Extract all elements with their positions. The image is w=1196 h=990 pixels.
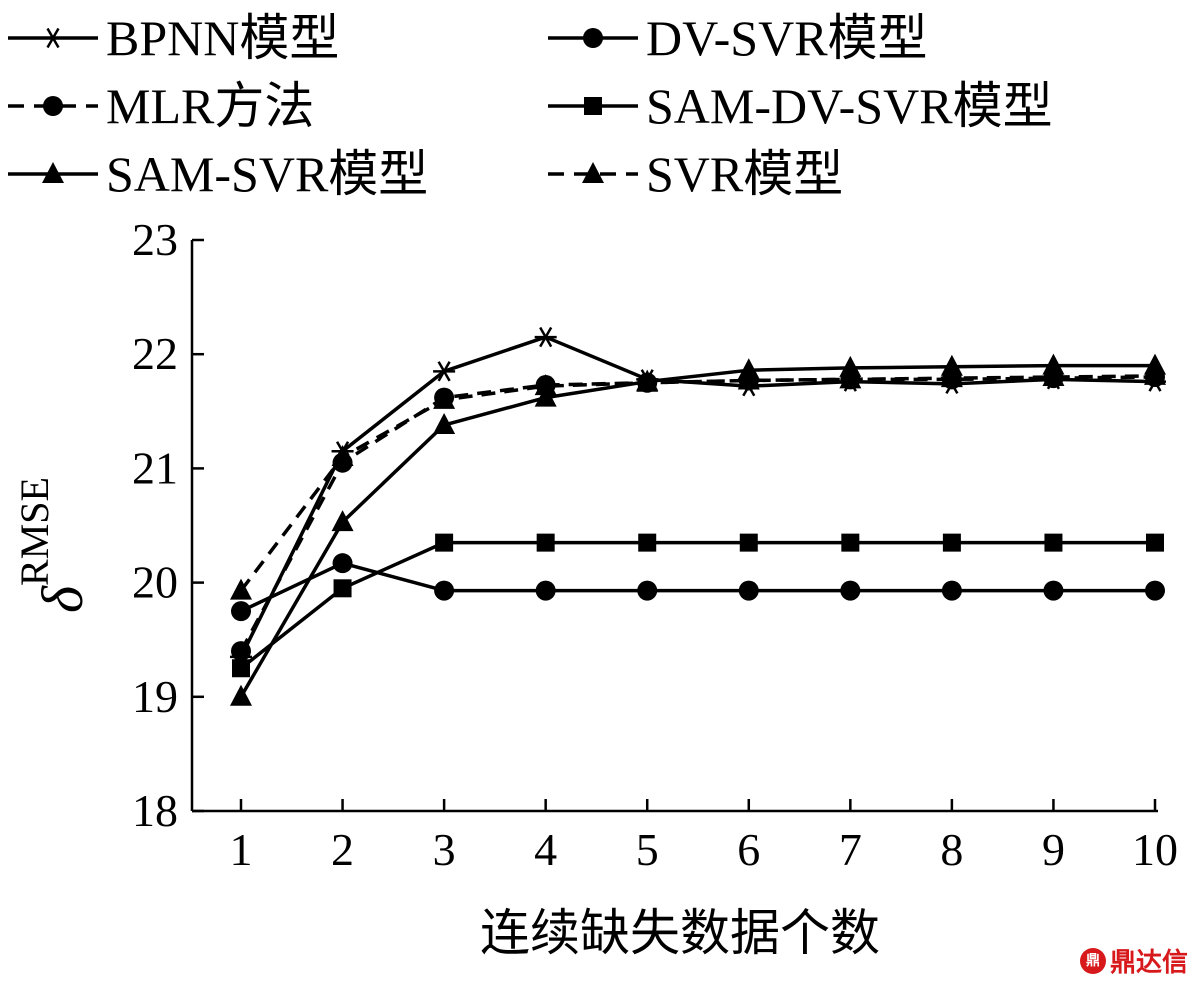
data-point <box>839 367 862 389</box>
data-point <box>940 366 963 388</box>
x-tick-label: 2 <box>331 824 354 875</box>
series-line <box>239 375 1156 652</box>
legend-label: SVR模型 <box>646 146 843 202</box>
y-tick-label: 20 <box>132 557 178 608</box>
data-point <box>534 374 557 396</box>
series-4 <box>230 353 1166 706</box>
legend-label: DV-SVR模型 <box>646 10 928 66</box>
data-point <box>738 580 759 601</box>
series-line <box>239 540 1155 670</box>
legend-item: SAM-DV-SVR模型 <box>548 78 1053 134</box>
data-point <box>433 387 456 409</box>
data-point <box>1044 533 1063 552</box>
watermark: 鼎 鼎达信 <box>1079 942 1188 979</box>
data-point <box>331 510 354 532</box>
data-point <box>534 326 557 348</box>
data-point <box>841 533 860 552</box>
y-axis-title-subscript: RMSE <box>12 477 57 586</box>
series-line <box>239 363 1155 698</box>
series-3 <box>232 533 1164 678</box>
x-tick-label: 7 <box>839 824 862 875</box>
legend-label: MLR方法 <box>106 78 314 134</box>
data-point <box>231 601 251 622</box>
data-point <box>840 580 861 601</box>
x-tick-label: 5 <box>636 824 659 875</box>
data-point <box>535 580 556 601</box>
legend-item: SAM-SVR模型 <box>8 146 428 202</box>
data-point <box>940 354 963 376</box>
legend-label: SAM-SVR模型 <box>106 146 428 202</box>
data-point <box>941 580 962 601</box>
y-tick-label: 19 <box>132 671 178 722</box>
series-2 <box>231 367 1165 662</box>
x-tick-label: 9 <box>1042 824 1065 875</box>
data-point <box>739 533 758 552</box>
x-tick-label: 6 <box>737 824 760 875</box>
data-point <box>1042 365 1065 387</box>
legend-item: MLR方法 <box>8 78 314 134</box>
series-line <box>239 335 1156 658</box>
data-point <box>636 370 659 392</box>
data-point <box>433 361 456 382</box>
data-point <box>332 553 353 574</box>
data-point <box>434 580 455 601</box>
data-point <box>839 355 862 377</box>
data-point <box>637 580 658 601</box>
data-point <box>230 578 252 600</box>
y-tick-label: 22 <box>132 328 178 379</box>
data-point <box>737 368 760 390</box>
data-point <box>942 533 961 552</box>
y-axis-title-symbol: δ <box>30 585 95 613</box>
data-point <box>1042 353 1065 375</box>
x-tick-label: 8 <box>940 824 963 875</box>
legend-marker <box>584 97 602 115</box>
svg-text:δRMSE: δRMSE <box>12 477 95 613</box>
watermark-logo-icon: 鼎 <box>1079 947 1106 974</box>
legend-marker <box>42 162 64 183</box>
legend-item: BPNN模型 <box>8 10 339 66</box>
y-tick-label: 23 <box>132 214 178 265</box>
data-point <box>232 659 250 678</box>
legend-marker <box>583 28 603 48</box>
data-point <box>534 385 557 407</box>
x-tick-label: 10 <box>1132 824 1178 875</box>
series-line <box>240 561 1155 613</box>
data-point <box>435 533 454 552</box>
data-point <box>1145 580 1165 601</box>
legend-marker <box>43 96 63 116</box>
legend-label: BPNN模型 <box>106 10 339 66</box>
data-point <box>1144 363 1166 385</box>
data-point <box>333 579 352 598</box>
x-tick-label: 3 <box>433 824 456 875</box>
x-tick-label: 4 <box>534 824 557 875</box>
legend-marker <box>582 162 604 183</box>
legend-label: SAM-DV-SVR模型 <box>646 78 1053 134</box>
legend-item: SVR模型 <box>548 146 843 202</box>
series-5 <box>230 363 1166 600</box>
legend-item: DV-SVR模型 <box>548 10 928 66</box>
legend-marker <box>42 27 64 49</box>
x-axis-title: 连续缺失数据个数 <box>480 905 880 961</box>
x-tick-label: 1 <box>230 824 253 875</box>
watermark-text: 鼎达信 <box>1109 948 1188 978</box>
y-tick-label: 18 <box>132 785 178 836</box>
legend: BPNN模型 DV-SVR模型 MLR方法 SAM-DV-SVR模型 SAM-SVR模型… <box>8 10 1053 202</box>
series-layer <box>230 326 1166 706</box>
data-point <box>231 641 251 662</box>
data-point <box>1146 533 1164 552</box>
data-point <box>536 533 555 552</box>
data-point <box>1043 580 1064 601</box>
y-axis-title: δRMSE <box>12 477 95 613</box>
series-line <box>239 374 1156 592</box>
data-point <box>331 444 354 466</box>
data-point <box>433 413 456 435</box>
y-tick-label: 21 <box>132 442 178 493</box>
series-1 <box>231 553 1165 622</box>
data-point <box>230 684 252 706</box>
data-point <box>638 533 657 552</box>
